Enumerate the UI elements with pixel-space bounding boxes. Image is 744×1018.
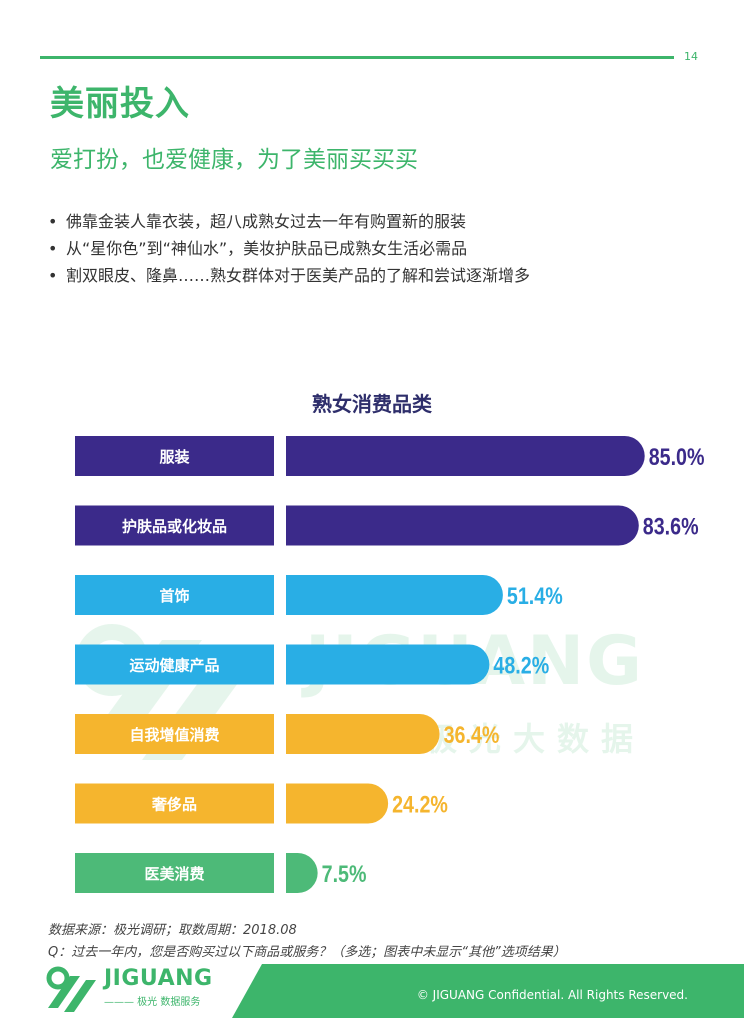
bullet-text: 佛靠金装人靠衣装，超八成熟女过去一年有购置新的服装 (66, 212, 467, 231)
value-label: 36.4% (444, 721, 500, 748)
footer-logo-word: JIGUANG (104, 966, 213, 991)
bar (286, 436, 645, 476)
bar (286, 644, 490, 685)
bullet-list: • 佛靠金装人靠衣装，超八成熟女过去一年有购置新的服装 • 从“星你色”到“神仙水”… (48, 208, 530, 289)
bar (286, 575, 503, 615)
category-label: 奢侈品 (151, 796, 197, 814)
bar (286, 714, 440, 754)
category-label-box (75, 644, 274, 685)
category-label: 运动健康产品 (129, 657, 219, 675)
value-label: 48.2% (493, 652, 549, 679)
category-label-box (75, 853, 274, 893)
page-title: 美丽投入 (50, 84, 190, 124)
page-subtitle: 爱打扮，也爱健康，为了美丽买买买 (50, 147, 418, 173)
value-label: 85.0% (649, 443, 705, 470)
category-label: 医美消费 (144, 865, 204, 883)
footer-band-shape (232, 964, 744, 1018)
value-label: 51.4% (507, 582, 563, 609)
category-label-box (75, 575, 274, 615)
value-label: 24.2% (392, 791, 448, 818)
category-label-box (75, 436, 274, 476)
category-label-box (75, 505, 274, 546)
bullet-text: 从“星你色”到“神仙水”，美妆护肤品已成熟女生活必需品 (66, 239, 468, 258)
category-label-box (75, 783, 274, 824)
watermark-cn: 极光大数据 (425, 720, 646, 758)
bullet-text: 割双眼皮、隆鼻……熟女群体对于医美产品的了解和尝试逐渐增多 (66, 266, 531, 285)
bullet-item: • 佛靠金装人靠衣装，超八成熟女过去一年有购置新的服装 (48, 208, 530, 235)
copyright: © JIGUANG Confidential. All Rights Reser… (416, 988, 688, 1002)
source-note: 数据来源：极光调研；取数周期：2018.08 Q：过去一年内，您是否购买过以下商… (48, 920, 566, 964)
category-label: 首饰 (159, 587, 189, 605)
bullet-dot: • (48, 239, 58, 258)
page-number: 14 (684, 50, 698, 63)
bullet-item: • 割双眼皮、隆鼻……熟女群体对于医美产品的了解和尝试逐渐增多 (48, 262, 530, 289)
source-line: 数据来源：极光调研；取数周期：2018.08 (48, 923, 297, 938)
chart-title: 熟女消费品类 (312, 392, 432, 416)
top-rule (40, 56, 674, 59)
bar (286, 783, 389, 824)
question-line: Q：过去一年内，您是否购买过以下商品或服务？（多选；图表中未显示“其他”选项结果… (48, 945, 566, 960)
value-label: 7.5% (322, 860, 367, 887)
bar-chart: 服装 85.0% 护肤品或化妆品 83.6% 首饰 51.4% 运动健康产品 48.2% 自我增… (75, 436, 705, 893)
footer: JIGUANG ——— 极光 数据服务 © JIGUANG Confidenti… (0, 960, 744, 1018)
category-label: 服装 (159, 448, 190, 466)
bar (286, 505, 639, 546)
footer-band (232, 964, 744, 1018)
bullet-dot: • (48, 212, 58, 231)
category-label-box (75, 714, 274, 754)
category-label: 护肤品或化妆品 (122, 518, 227, 536)
value-label: 83.6% (643, 513, 699, 540)
footer-logo-sub: ——— 极光 数据服务 (104, 997, 201, 1008)
jiguang-logo-icon (46, 966, 96, 1012)
bar (286, 853, 318, 893)
bullet-dot: • (48, 266, 58, 285)
bullet-item: • 从“星你色”到“神仙水”，美妆护肤品已成熟女生活必需品 (48, 235, 530, 262)
category-label: 自我增值消费 (129, 726, 219, 744)
